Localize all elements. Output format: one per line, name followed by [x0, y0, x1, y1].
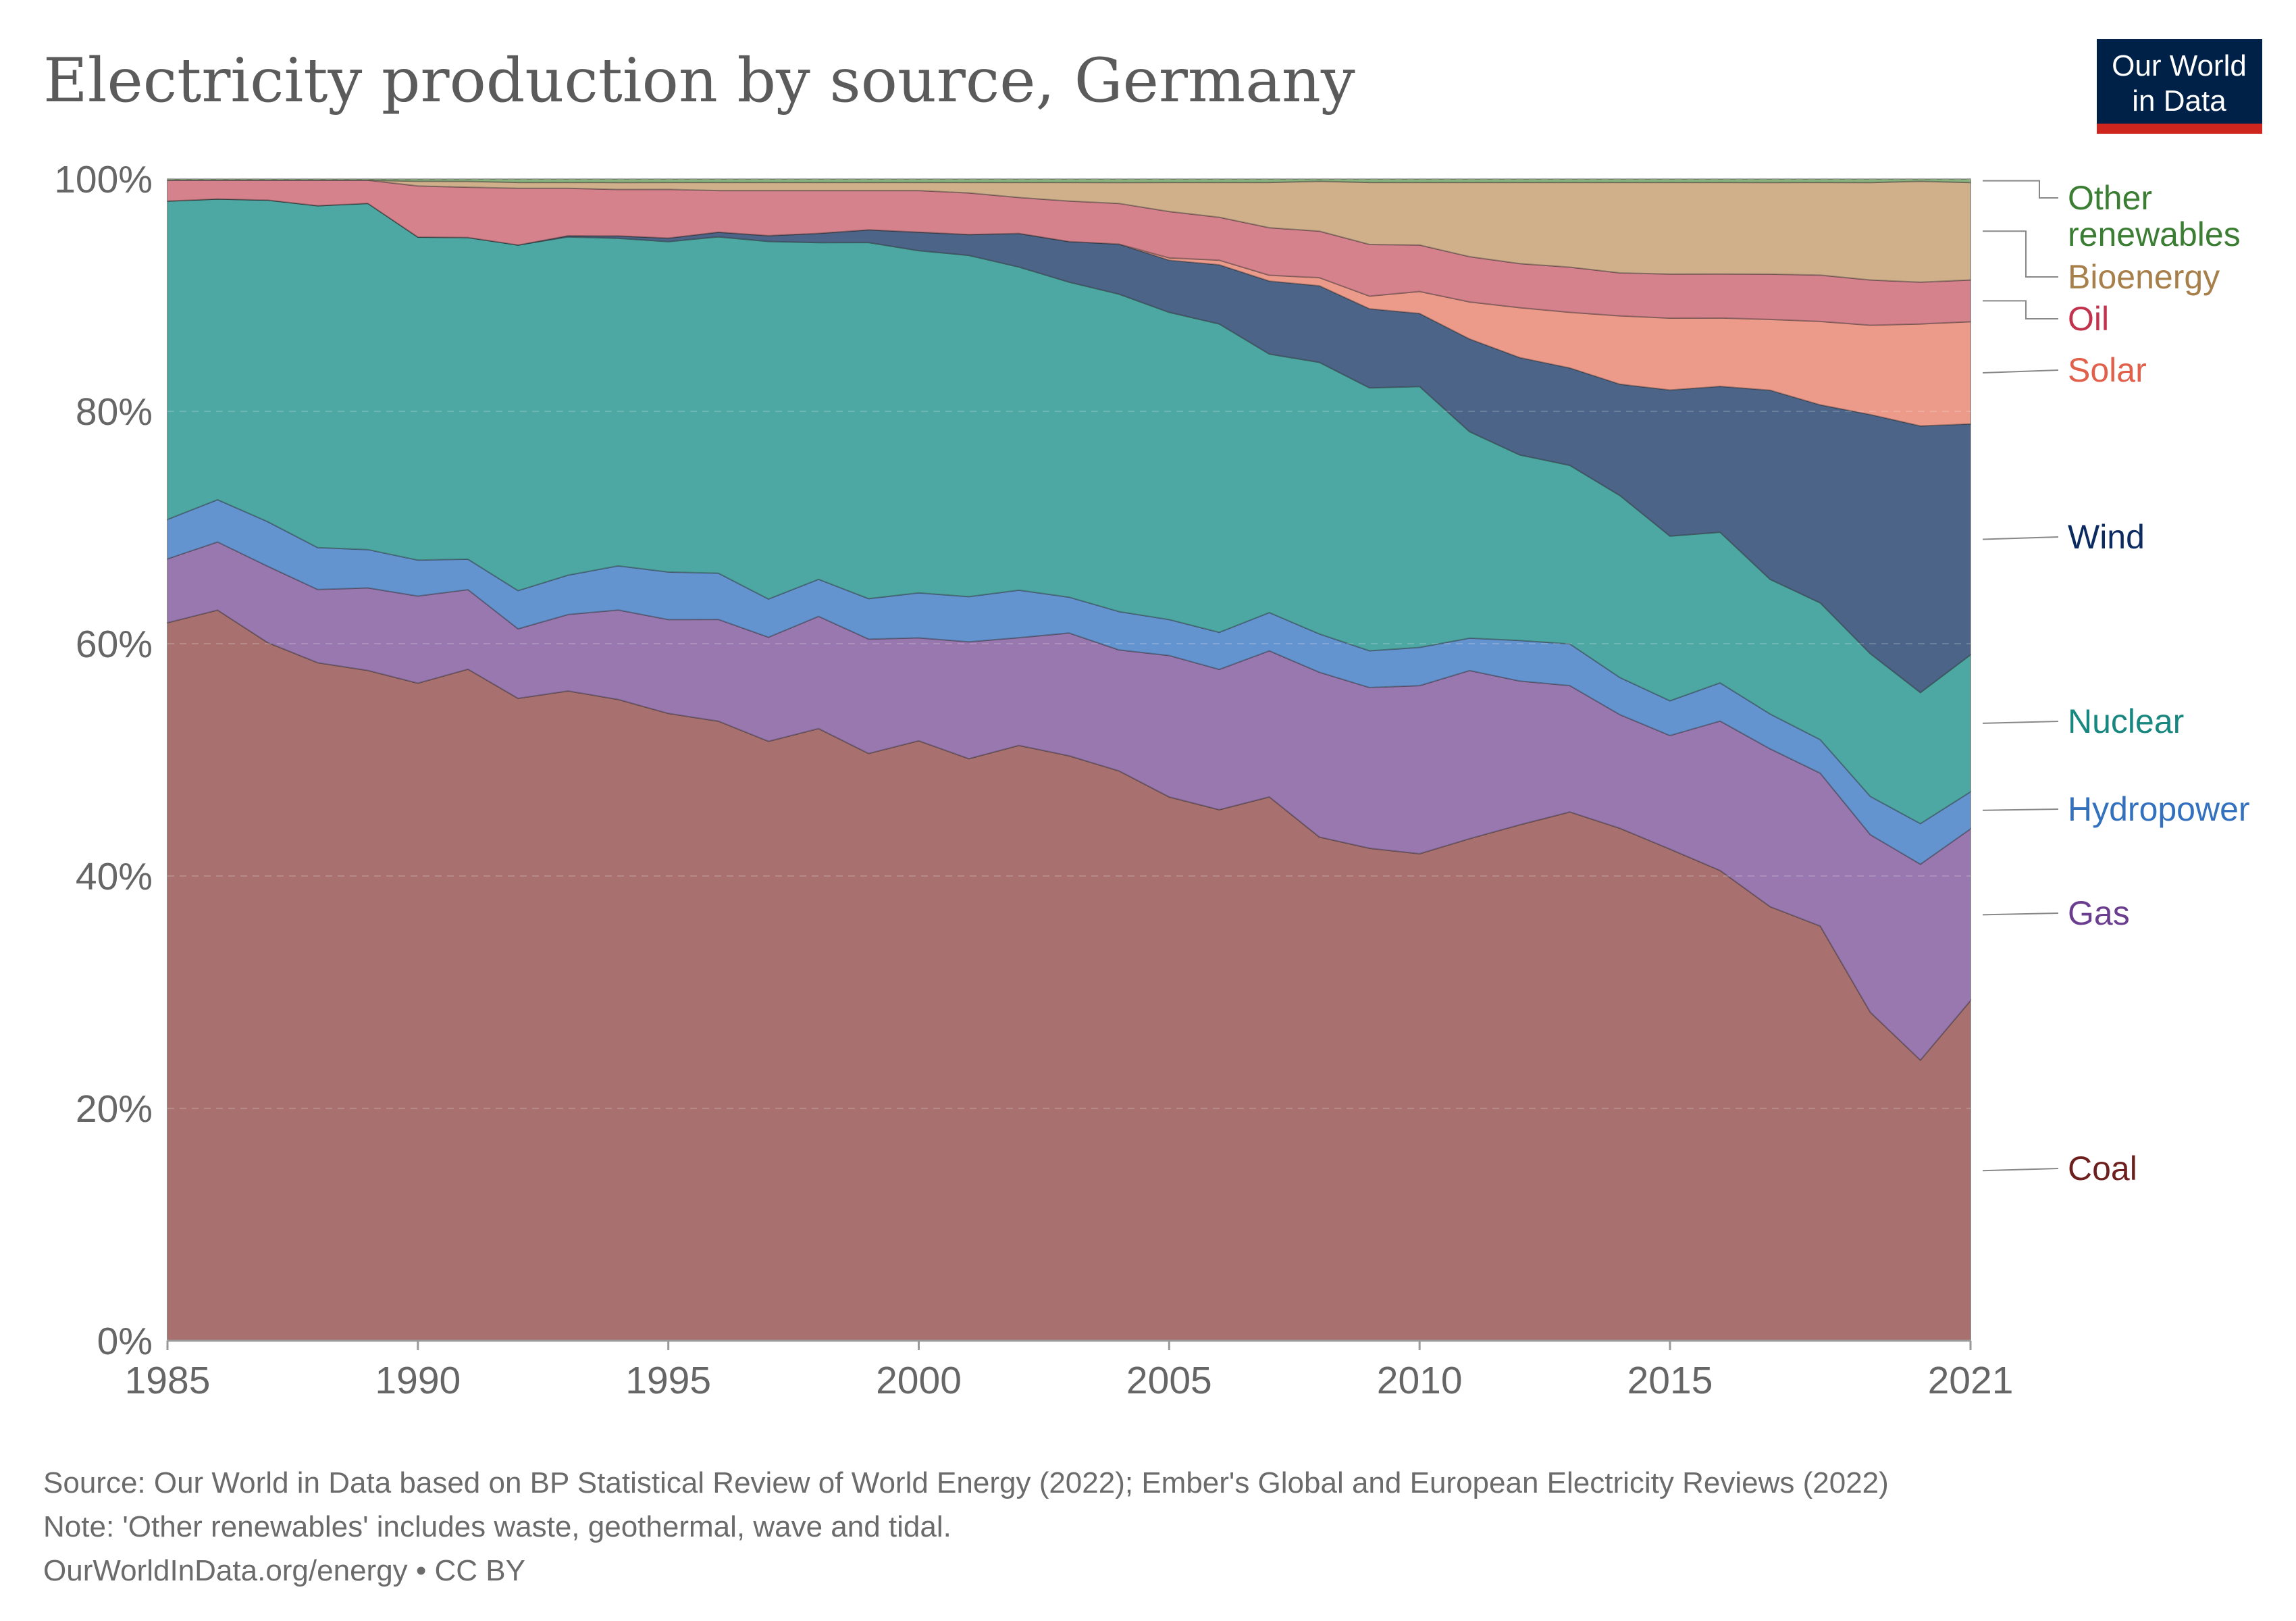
x-tick-label: 1995 [625, 1359, 711, 1402]
area-other-renewables [167, 178, 1971, 184]
y-tick-label: 100% [54, 158, 153, 201]
legend-connector-wind [1982, 536, 2059, 540]
footer-note: Note: 'Other renewables' includes waste,… [43, 1510, 951, 1543]
chart-title: Electricity production by source, German… [43, 45, 1355, 116]
x-tick-label: 2015 [1627, 1359, 1713, 1402]
footer-source: Source: Our World in Data based on BP St… [43, 1466, 1889, 1499]
legend-label-hydropower[interactable]: Hydropower [2068, 790, 2250, 828]
y-tick-label: 20% [76, 1087, 153, 1131]
y-tick-label: 60% [76, 623, 153, 666]
area-nuclear [167, 198, 1971, 825]
y-tick-label: 0% [97, 1320, 153, 1363]
axes: 0% 20% 40% 60% 80% 100% 1985 1990 1995 2000 2005 20… [54, 158, 2013, 1402]
x-tick-label: 2000 [876, 1359, 962, 1402]
legend-label-line: Other [2068, 179, 2152, 217]
logo[interactable]: Our World in Data [2097, 39, 2262, 134]
legend-connector-gas [1982, 912, 2059, 916]
legend-connector-oil [1983, 300, 2058, 319]
legend-connector-coal [1982, 1168, 2059, 1172]
legend-connector-solar [1982, 369, 2059, 374]
x-tick-label: 1985 [125, 1359, 211, 1402]
logo-line-2: in Data [2132, 84, 2226, 118]
legend-label-coal[interactable]: Coal [2068, 1150, 2137, 1187]
legend-connector-other-renewables [1983, 180, 2058, 199]
plot-areas [167, 178, 1971, 1341]
legend-label-bioenergy[interactable]: Bioenergy [2068, 258, 2220, 296]
legend-label-nuclear[interactable]: Nuclear [2068, 702, 2184, 740]
area-wind [167, 198, 1971, 694]
legend-connector-hydropower [1982, 808, 2059, 811]
logo-accent-bar [2097, 124, 2262, 134]
legend-connector-nuclear [1982, 721, 2059, 724]
area-solar [167, 198, 1971, 427]
logo-line-1: Our World [2112, 49, 2247, 82]
logo-background [2097, 39, 2262, 127]
legend-connector-bioenergy [1983, 230, 2058, 278]
x-tick-label: 2010 [1377, 1359, 1463, 1402]
legend-label-wind[interactable]: Wind [2068, 518, 2145, 556]
x-tick-label: 2021 [1928, 1359, 2014, 1402]
legend-label-solar[interactable]: Solar [2068, 351, 2147, 389]
legend: Coal Gas Hydropower Nuclear Wind Solar Oil Bioe… [1982, 179, 2250, 1187]
y-tick-label: 80% [76, 390, 153, 434]
legend-label-line: renewables [2068, 215, 2241, 253]
legend-label-other-renewables[interactable]: Other renewables [2068, 179, 2241, 253]
y-tick-label: 40% [76, 855, 153, 898]
area-gas [167, 541, 1971, 1062]
x-tick-label: 1990 [375, 1359, 461, 1402]
footer-url[interactable]: OurWorldInData.org/energy • CC BY [43, 1554, 525, 1587]
legend-label-gas[interactable]: Gas [2068, 894, 2130, 932]
x-tick-label: 2005 [1126, 1359, 1212, 1402]
legend-label-oil[interactable]: Oil [2068, 300, 2109, 338]
